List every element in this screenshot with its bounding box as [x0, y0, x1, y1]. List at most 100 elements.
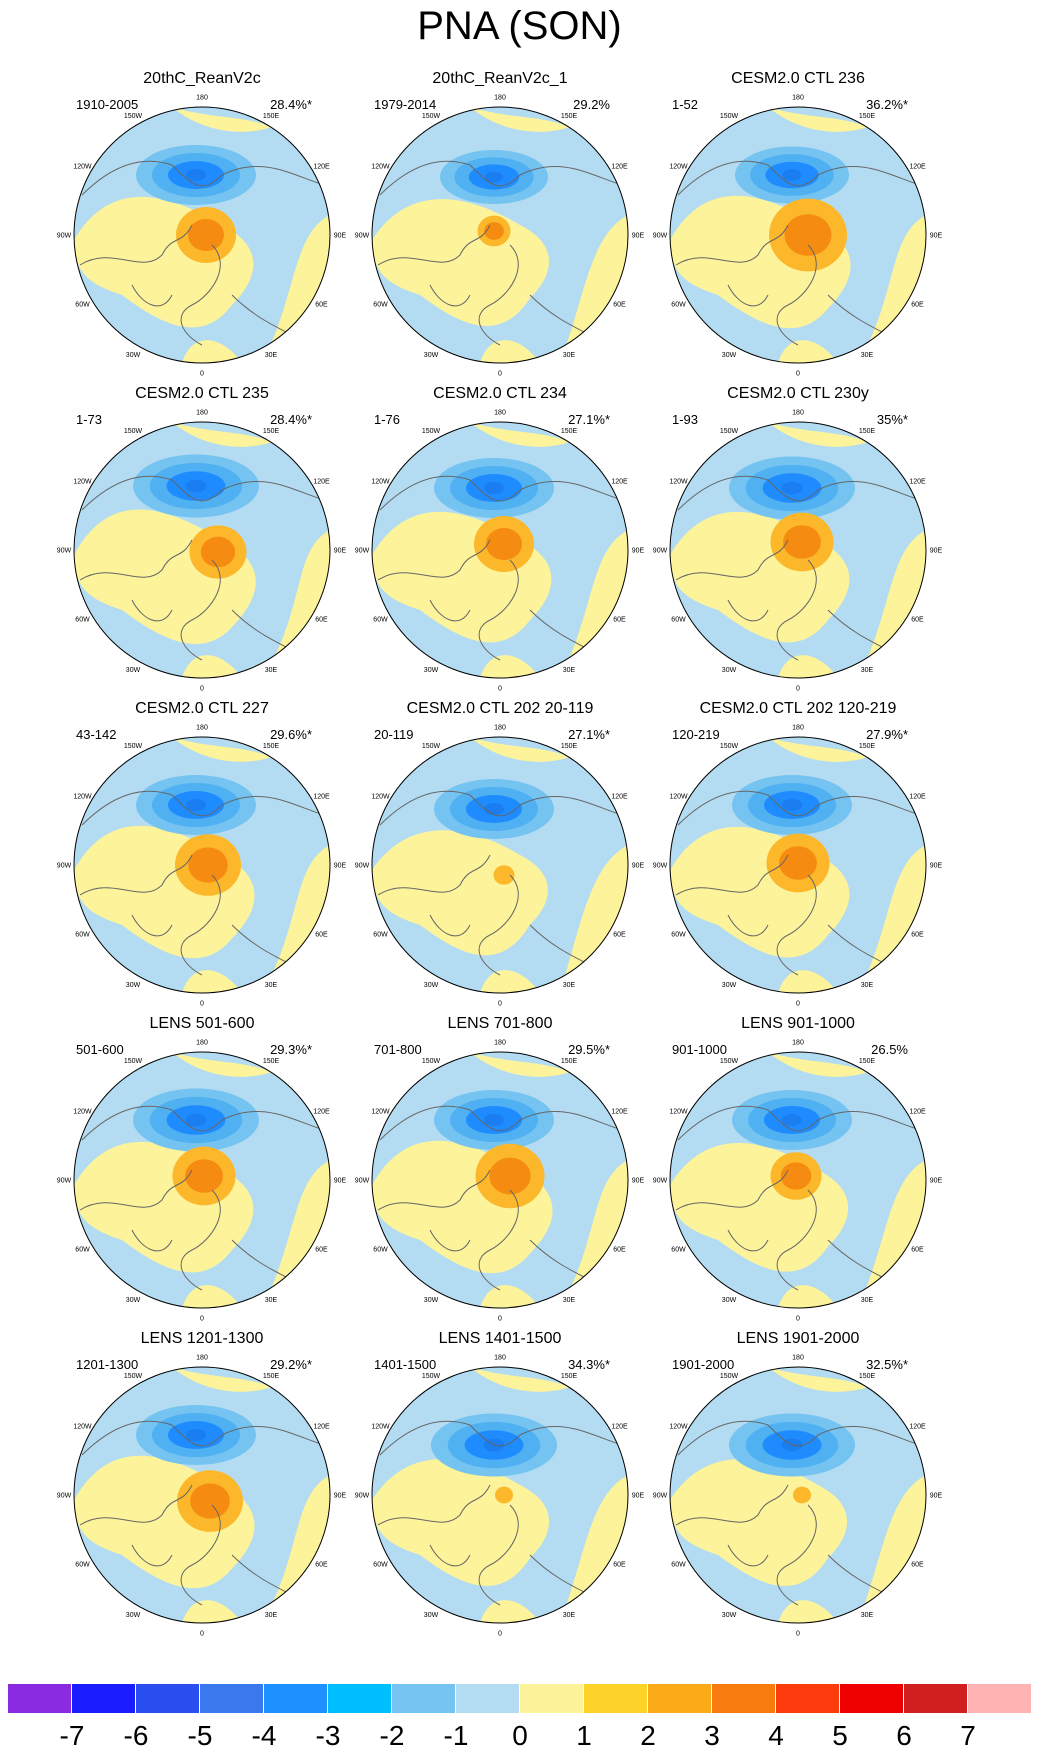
- longitude-label: 180: [792, 95, 804, 102]
- longitude-label: 90E: [930, 1493, 943, 1500]
- map-panel: CESM2.0 CTL 234 1-76 27.1%* 180 150E 120E 90E 6…: [350, 385, 650, 700]
- map-boundary: [73, 1366, 331, 1624]
- longitude-label: 30W: [722, 352, 737, 359]
- positive-anomaly-field: [778, 1285, 838, 1308]
- panel-explained-variance: 27.1%*: [568, 412, 610, 427]
- panel-explained-variance: 26.5%: [871, 1042, 908, 1057]
- longitude-label: 60W: [373, 617, 388, 624]
- panel-explained-variance: 32.5%*: [866, 1357, 908, 1372]
- panel-title: LENS 1201-1300: [140, 1330, 264, 1347]
- longitude-label: 60W: [75, 617, 90, 624]
- longitude-label: 60E: [911, 932, 924, 939]
- coastline: [377, 1420, 623, 1606]
- negative-anomaly-center: [782, 169, 802, 181]
- positive-anomaly-center: [779, 846, 817, 880]
- panel-period: 1-93: [672, 412, 699, 427]
- longitude-label: 60W: [75, 932, 90, 939]
- colorbar-swatch: [584, 1684, 648, 1713]
- longitude-label: 150W: [422, 743, 441, 750]
- polar-map: 180 150E 120E 90E 60E 30E 0 30W 60W 90W 120W 150W: [57, 410, 347, 693]
- longitude-label: 120E: [313, 479, 330, 486]
- longitude-label: 150E: [561, 743, 578, 750]
- panel-explained-variance: 34.3%*: [568, 1357, 610, 1372]
- longitude-label: 120W: [73, 794, 92, 801]
- longitude-label: 90E: [930, 863, 943, 870]
- negative-anomaly-center: [186, 1429, 206, 1441]
- main-title: PNA (SON): [417, 4, 622, 48]
- longitude-label: 0: [200, 686, 204, 693]
- longitude-label: 150E: [263, 1058, 280, 1065]
- panel-explained-variance: 35%*: [876, 412, 908, 427]
- positive-anomaly-center: [190, 1483, 230, 1519]
- colorbar-swatch: [776, 1684, 840, 1713]
- longitude-label: 120E: [909, 794, 926, 801]
- longitude-label: 180: [196, 725, 208, 732]
- panel-explained-variance: 27.1%*: [568, 727, 610, 742]
- positive-anomaly-center: [783, 525, 821, 559]
- panel-title: CESM2.0 CTL 236: [731, 70, 865, 87]
- negative-anomaly-center: [186, 799, 206, 811]
- panel-period: 901-1000: [672, 1042, 727, 1057]
- longitude-label: 150W: [422, 1373, 441, 1380]
- longitude-label: 120E: [313, 794, 330, 801]
- coastline: [675, 790, 921, 976]
- longitude-label: 0: [498, 371, 502, 378]
- longitude-label: 180: [792, 1355, 804, 1362]
- panel-explained-variance: 29.2%*: [270, 1357, 312, 1372]
- longitude-label: 120W: [669, 1109, 688, 1116]
- longitude-label: 120W: [73, 1424, 92, 1431]
- longitude-label: 60W: [671, 932, 686, 939]
- positive-anomaly-center: [493, 865, 515, 885]
- longitude-label: 150W: [720, 743, 739, 750]
- longitude-label: 120W: [73, 164, 92, 171]
- longitude-label: 90E: [334, 863, 347, 870]
- polar-map: 180 150E 120E 90E 60E 30E 0 30W 60W 90W 120W 150W: [653, 1040, 943, 1323]
- longitude-label: 90E: [632, 1493, 645, 1500]
- longitude-label: 90W: [57, 548, 72, 555]
- longitude-label: 30E: [265, 352, 278, 359]
- polar-map: 180 150E 120E 90E 60E 30E 0 30W 60W 90W 120W 150W: [57, 1040, 347, 1323]
- longitude-label: 120E: [611, 1424, 628, 1431]
- positive-anomaly-field: [470, 1052, 570, 1077]
- longitude-label: 0: [200, 1631, 204, 1638]
- colorbar-tick-label: 0: [512, 1720, 528, 1751]
- negative-anomaly-center: [485, 171, 503, 183]
- longitude-label: 120W: [73, 1109, 92, 1116]
- longitude-label: 30W: [722, 1297, 737, 1304]
- longitude-label: 120E: [313, 1109, 330, 1116]
- longitude-label: 120W: [669, 1424, 688, 1431]
- colorbar-tick-label: -5: [187, 1720, 213, 1751]
- longitude-label: 60W: [373, 302, 388, 309]
- longitude-label: 90W: [57, 233, 72, 240]
- panel-explained-variance: 29.6%*: [270, 727, 312, 742]
- positive-anomaly-field: [172, 107, 272, 132]
- longitude-label: 60E: [613, 932, 626, 939]
- positive-anomaly-field: [778, 655, 838, 678]
- negative-anomaly-center: [185, 479, 207, 493]
- colorbar-swatch: [840, 1684, 904, 1713]
- longitude-label: 120W: [371, 794, 390, 801]
- positive-anomaly-field: [480, 1285, 540, 1308]
- map-boundary: [73, 421, 331, 679]
- polar-map: 180 150E 120E 90E 60E 30E 0 30W 60W 90W 120W 150W: [355, 95, 645, 378]
- longitude-label: 150W: [720, 1373, 739, 1380]
- longitude-label: 60E: [613, 1562, 626, 1569]
- map-boundary: [371, 421, 629, 679]
- positive-anomaly-center: [484, 222, 504, 240]
- positive-anomaly-field: [182, 655, 242, 678]
- longitude-label: 90E: [334, 233, 347, 240]
- longitude-label: 150E: [561, 1058, 578, 1065]
- longitude-label: 150E: [561, 428, 578, 435]
- positive-anomaly-center: [200, 536, 236, 568]
- colorbar-swatch: [264, 1684, 328, 1713]
- longitude-label: 150E: [263, 428, 280, 435]
- longitude-label: 150E: [859, 113, 876, 120]
- longitude-label: 30W: [424, 1297, 439, 1304]
- positive-anomaly-field: [778, 970, 838, 993]
- negative-anomaly-center: [782, 1114, 802, 1126]
- negative-anomaly-center: [185, 1113, 207, 1127]
- longitude-label: 30E: [861, 352, 874, 359]
- longitude-label: 150E: [263, 1373, 280, 1380]
- panel-explained-variance: 28.4%*: [270, 97, 312, 112]
- longitude-label: 150E: [859, 428, 876, 435]
